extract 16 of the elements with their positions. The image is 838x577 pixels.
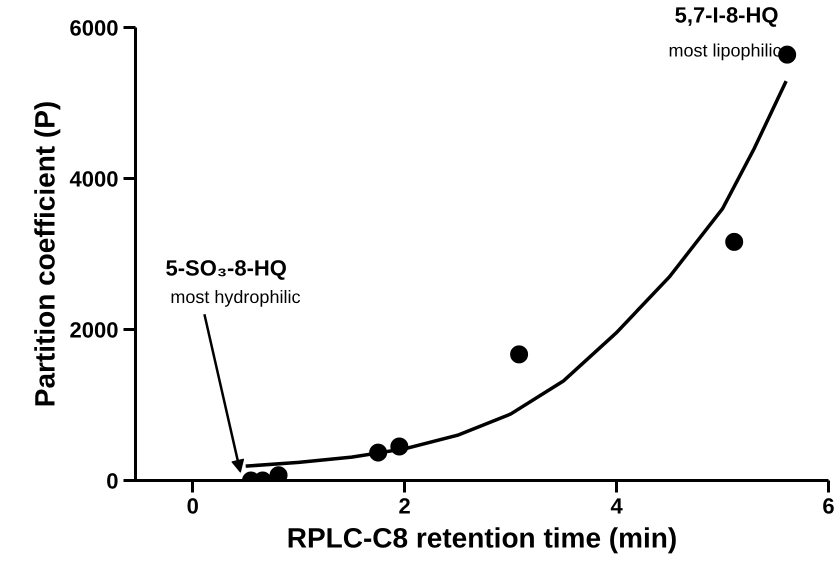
x-axis-title: RPLC-C8 retention time (min) <box>286 522 678 554</box>
point <box>510 345 528 364</box>
point <box>725 232 744 251</box>
x-tick-label: 2 <box>398 494 411 518</box>
x-tick-label: 6 <box>822 494 835 518</box>
annotation: 5-SO₃-8-HQ <box>166 256 287 280</box>
annotation: most hydrophilic <box>170 287 300 308</box>
x-tick-label: 0 <box>186 494 199 518</box>
y-tick-label: 4000 <box>70 166 119 192</box>
x-tick-label: 4 <box>610 494 624 518</box>
y-tick-label: 0 <box>106 468 119 494</box>
y-axis-title: Partition coefficient (P) <box>30 100 61 408</box>
y-tick-label: 6000 <box>70 16 119 40</box>
y-tick-label: 2000 <box>70 318 119 342</box>
annotation: most lipophilic <box>668 40 782 60</box>
annotation: 5,7-I-8-HQ <box>674 2 779 28</box>
